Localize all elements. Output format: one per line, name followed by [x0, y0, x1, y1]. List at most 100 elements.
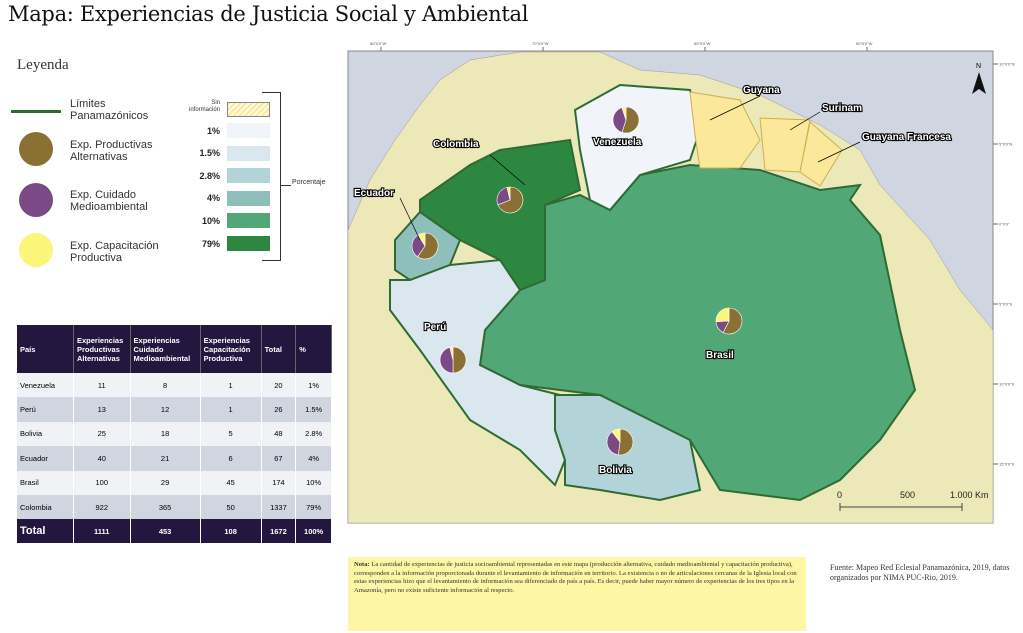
scale-swatch	[227, 213, 270, 228]
pie-chart-ecuador	[411, 232, 439, 260]
data-table: País Experiencias Productivas Alternativ…	[17, 325, 332, 544]
scale-label: 2.8%	[199, 171, 220, 181]
pie-slice	[439, 347, 454, 374]
pie-slice	[497, 186, 524, 214]
total-cell: 108	[200, 519, 262, 544]
note-text: La cantidad de experiencias de justicia …	[354, 561, 797, 594]
table-row: Colombia 922 365 50 1337 79%	[17, 494, 332, 520]
lon-tick-label: 80°0'0"W	[370, 41, 387, 46]
pie-chart-perú	[439, 346, 467, 374]
table-cell: 1	[200, 373, 262, 398]
bracket-line	[281, 185, 291, 186]
table-cell: Ecuador	[17, 446, 74, 471]
legend-label: Exp. Capacitación Productiva	[70, 240, 159, 264]
scale-bar-label: 0	[837, 490, 842, 500]
table-cell: 20	[261, 373, 297, 398]
table-cell: 67	[261, 446, 297, 471]
pie-chart-brasil	[715, 307, 743, 335]
country-venezuela	[573, 83, 702, 212]
pie-slice	[722, 307, 743, 335]
pie-slice	[715, 307, 730, 323]
label-guayana-francesa: Guayana Francesa	[862, 132, 951, 143]
header-cell: Experiencias Productivas Alternativas	[73, 325, 131, 373]
note-label: Nota:	[354, 561, 370, 568]
environment-dot-icon	[19, 183, 53, 217]
table-row: Perú 13 12 1 26 1.5%	[17, 397, 332, 422]
table-cell: Brasil	[17, 470, 74, 495]
table-row: Ecuador 40 21 6 67 4%	[17, 446, 332, 471]
pie-slice	[417, 232, 426, 248]
scale-bar-label: 1.000 Km	[950, 490, 989, 500]
country-guyana	[689, 91, 761, 169]
table-cell: 174	[261, 470, 297, 495]
scale-label: 4%	[206, 193, 220, 203]
total-cell: 1111	[73, 519, 131, 544]
scale-bar-label: 500	[900, 490, 915, 500]
table-cell: Perú	[17, 397, 74, 422]
scale-swatch	[227, 191, 270, 206]
table-cell: 365	[130, 494, 201, 520]
header-cell: %	[295, 325, 332, 373]
table-row: Bolivia 25 18 5 48 2.8%	[17, 421, 332, 447]
table-cell: 1337	[261, 494, 297, 520]
pie-slice	[452, 346, 467, 374]
table-cell: 8	[130, 373, 201, 398]
total-cell: Total	[17, 519, 74, 544]
table-cell: 18	[130, 421, 201, 447]
total-cell: 1672	[261, 519, 297, 544]
table-cell: 40	[73, 446, 131, 471]
label-surinam: Surinam	[822, 103, 862, 114]
table-cell: 1	[200, 397, 262, 422]
table-cell: 922	[73, 494, 131, 520]
pie-slice	[612, 107, 627, 133]
label-colombia: Colombia	[433, 139, 479, 150]
header-cell: Total	[261, 325, 297, 373]
scale-swatch	[227, 123, 270, 138]
table-total-row: Total 1111 453 108 1672 100%	[17, 519, 332, 544]
scale-swatch	[227, 236, 270, 251]
header-cell: Experiencias Cuidado Medioambiental	[130, 325, 201, 373]
total-cell: 453	[130, 519, 201, 544]
pie-slice	[417, 232, 439, 260]
legend-label: Exp. Cuidado Medioambiental	[70, 189, 148, 213]
label-bolivia: Bolivia	[599, 465, 632, 476]
scale-swatch	[227, 168, 270, 183]
scale-title: Porcentaje	[292, 179, 326, 186]
legend-label: Exp. Productivas Alternativas	[70, 139, 153, 163]
country-labels: Venezuela Colombia Ecuador Perú Brasil B…	[353, 84, 953, 477]
label-guyana: Guyana	[743, 85, 780, 96]
source-text: Fuente: Mapeo Red Eclesial Panamazónica,…	[830, 563, 1010, 582]
label-ecuador: Ecuador	[354, 188, 394, 199]
scale-label: 79%	[201, 239, 220, 249]
table-cell: Colombia	[17, 494, 74, 520]
lat-tick-label: 0°0'0"	[999, 222, 1010, 227]
scale-bracket	[262, 92, 281, 261]
lat-tick-label: 5°0'0"S	[999, 302, 1012, 307]
country-guayana-francesa	[799, 121, 843, 187]
table-row: Brasil 100 29 45 174 10%	[17, 470, 332, 495]
table-cell: 13	[73, 397, 131, 422]
table-cell: 50	[200, 494, 262, 520]
legend-title: Leyenda	[17, 57, 69, 73]
scale-label: Sin información	[188, 100, 220, 113]
table-cell: 5	[200, 421, 262, 447]
legend-label: Límites Panamazónicos	[70, 98, 149, 122]
lon-tick-label: 50°0'0"W	[856, 41, 873, 46]
lat-tick-label: 15°0'0"S	[999, 462, 1015, 467]
lon-tick-label: 60°0'0"W	[694, 41, 711, 46]
header-cell: Experiencias Capacitación Productiva	[200, 325, 262, 373]
graticule-ticks: 80°0'0"W 70°0'0"W 60°0'0"W 50°0'0"W 10°0'0"N…	[370, 41, 1015, 467]
scale-bar: 0 500 1.000 Km	[837, 490, 989, 511]
pie-chart-venezuela	[612, 106, 640, 134]
table-cell: 4%	[295, 446, 332, 471]
pie-slice	[506, 186, 511, 201]
note-box: Nota: La cantidad de experiencias de jus…	[348, 557, 806, 631]
table-cell: Bolivia	[17, 421, 74, 447]
total-cell: 100%	[295, 519, 332, 544]
table-cell: 26	[261, 397, 297, 422]
table-cell: 48	[261, 421, 297, 447]
table-cell: 12	[130, 397, 201, 422]
table-cell: 79%	[295, 494, 332, 520]
training-dot-icon	[19, 233, 53, 267]
